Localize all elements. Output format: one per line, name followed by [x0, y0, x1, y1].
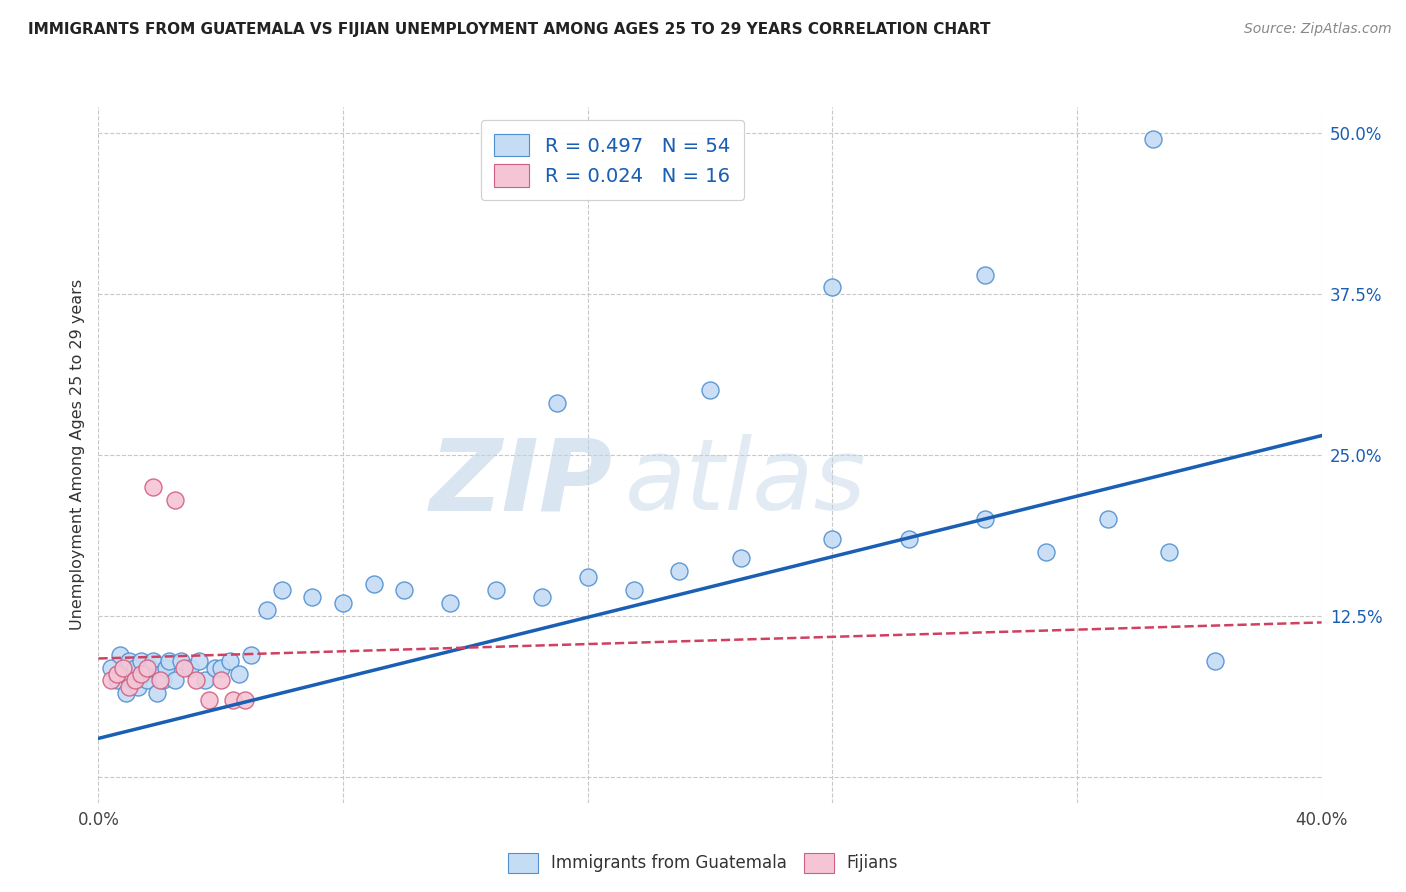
Point: [155, 660, 177, 674]
Point: [730, 551, 752, 566]
Point: [170, 654, 193, 668]
Point: [142, 654, 165, 668]
Point: [124, 660, 146, 674]
Point: [233, 692, 256, 706]
Point: [118, 654, 141, 668]
Point: [105, 673, 128, 688]
Point: [145, 686, 167, 700]
Point: [974, 512, 997, 526]
Point: [100, 673, 122, 688]
Point: [363, 576, 385, 591]
Point: [1157, 544, 1180, 558]
Point: [204, 660, 226, 674]
Point: [149, 667, 172, 681]
Text: IMMIGRANTS FROM GUATEMALA VS FIJIAN UNEMPLOYMENT AMONG AGES 25 TO 29 YEARS CORRE: IMMIGRANTS FROM GUATEMALA VS FIJIAN UNEM…: [28, 22, 991, 37]
Point: [127, 680, 149, 694]
Point: [576, 570, 599, 584]
Point: [136, 660, 159, 674]
Point: [1097, 512, 1119, 526]
Point: [129, 667, 152, 681]
Text: ZIP: ZIP: [429, 434, 612, 532]
Point: [668, 564, 690, 578]
Point: [332, 596, 354, 610]
Y-axis label: Unemployment Among Ages 25 to 29 years: Unemployment Among Ages 25 to 29 years: [69, 279, 84, 631]
Point: [105, 667, 128, 681]
Point: [124, 673, 146, 688]
Point: [222, 692, 245, 706]
Text: atlas: atlas: [624, 434, 866, 532]
Point: [530, 590, 553, 604]
Point: [100, 660, 122, 674]
Point: [228, 667, 250, 681]
Point: [149, 673, 172, 688]
Point: [186, 673, 208, 688]
Point: [1204, 654, 1226, 668]
Point: [152, 673, 174, 688]
Point: [209, 673, 232, 688]
Point: [546, 396, 568, 410]
Point: [194, 673, 217, 688]
Point: [157, 654, 180, 668]
Point: [118, 680, 141, 694]
Point: [111, 667, 134, 681]
Text: Source: ZipAtlas.com: Source: ZipAtlas.com: [1244, 22, 1392, 37]
Point: [392, 583, 416, 598]
Point: [897, 532, 920, 546]
Point: [139, 660, 162, 674]
Point: [974, 268, 997, 282]
Point: [121, 673, 143, 688]
Point: [179, 660, 201, 674]
Point: [115, 686, 138, 700]
Point: [142, 480, 165, 494]
Point: [129, 654, 152, 668]
Point: [821, 532, 844, 546]
Point: [219, 654, 242, 668]
Point: [188, 654, 211, 668]
Point: [173, 660, 195, 674]
Point: [209, 660, 232, 674]
Point: [821, 280, 844, 294]
Point: [485, 583, 508, 598]
Point: [439, 596, 461, 610]
Point: [270, 583, 292, 598]
Point: [136, 673, 159, 688]
Point: [108, 648, 131, 662]
Point: [163, 673, 186, 688]
Point: [134, 667, 156, 681]
Point: [623, 583, 645, 598]
Point: [699, 384, 721, 398]
Point: [1035, 544, 1057, 558]
Point: [1142, 132, 1164, 146]
Point: [240, 648, 263, 662]
Legend: Immigrants from Guatemala, Fijians: Immigrants from Guatemala, Fijians: [501, 847, 905, 880]
Point: [163, 493, 186, 508]
Point: [197, 692, 219, 706]
Legend: R = 0.497   N = 54, R = 0.024   N = 16: R = 0.497 N = 54, R = 0.024 N = 16: [481, 120, 744, 200]
Point: [111, 660, 134, 674]
Point: [256, 602, 278, 616]
Point: [301, 590, 323, 604]
